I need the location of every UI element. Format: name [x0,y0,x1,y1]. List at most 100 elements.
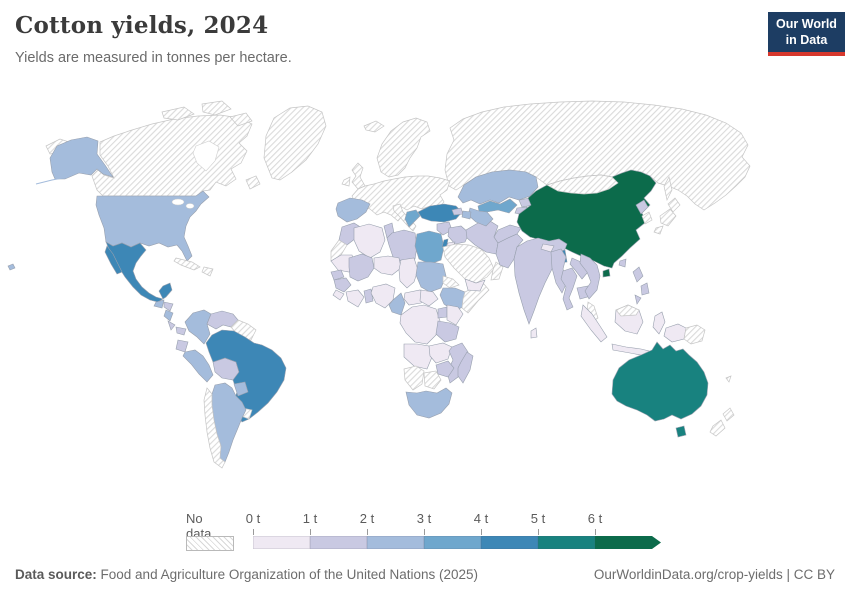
legend-tick-label: 2 t [359,511,375,526]
aleutian-islands[interactable] [35,176,69,185]
islands-hawaii[interactable] [7,263,16,271]
country-united-kingdom[interactable] [351,162,366,190]
country-south-sudan[interactable] [419,289,439,307]
country-canada[interactable] [91,114,253,197]
islands-fiji[interactable] [725,375,732,383]
country-dr-congo[interactable] [399,304,441,345]
country-australia[interactable] [611,341,709,422]
country-papua-new-guinea[interactable] [683,324,706,345]
country-russia[interactable] [444,100,751,211]
island-sakhalin[interactable] [663,176,673,202]
region-alaska[interactable] [49,136,114,180]
island-hainan[interactable] [602,268,611,278]
region-scandinavia[interactable] [376,117,431,178]
legend-no-data-swatch[interactable] [186,536,234,551]
country-azerbaijan[interactable] [461,210,472,220]
island-sumatra[interactable] [580,304,608,343]
country-chad[interactable] [398,257,419,289]
country-guatemala[interactable] [153,299,165,309]
region-ivory-coast-ghana[interactable] [345,289,365,308]
country-mozambique[interactable] [446,342,469,384]
country-zambia[interactable] [428,342,453,364]
owid-logo[interactable]: Our World in Data [768,12,845,57]
legend-bin-1–2 t[interactable] [310,536,367,549]
country-iraq[interactable] [447,225,470,245]
island-newfoundland[interactable] [245,175,261,190]
country-ecuador[interactable] [175,339,189,353]
legend-bin-6+ t[interactable] [595,536,661,549]
country-eritrea[interactable] [442,275,460,289]
country-madagascar[interactable] [457,351,474,384]
country-honduras[interactable] [163,301,174,312]
region-west-papua[interactable] [663,323,687,343]
island-sulawesi[interactable] [652,311,666,335]
country-oman[interactable] [490,261,504,281]
country-chile[interactable] [203,387,226,469]
country-cuba[interactable] [173,257,201,271]
country-paraguay[interactable] [233,381,249,397]
legend-bin-2–3 t[interactable] [367,536,424,549]
country-philippines[interactable] [632,266,644,283]
country-japan[interactable] [653,225,664,235]
country-botswana[interactable] [423,370,442,390]
country-peru[interactable] [182,349,214,383]
country-north-korea[interactable] [635,199,649,215]
country-niger[interactable] [373,255,402,276]
island-tasmania[interactable] [675,425,687,438]
region-sierra-leone-liberia[interactable] [332,289,345,301]
country-philippines[interactable] [640,282,650,296]
country-philippines[interactable] [634,294,642,305]
country-sri-lanka[interactable] [530,327,538,339]
island-hispaniola[interactable] [201,266,214,277]
country-kenya[interactable] [446,304,464,326]
legend-bin-5–6 t[interactable] [538,536,595,549]
country-panama[interactable] [175,326,187,336]
country-ireland[interactable] [341,176,351,187]
country-turkey[interactable] [417,203,463,223]
country-angola[interactable] [403,343,433,370]
country-south-korea[interactable] [641,211,653,225]
country-nicaragua[interactable] [163,309,174,322]
country-guinea[interactable] [333,277,352,293]
country-new-zealand[interactable] [722,407,735,422]
owid-url-license[interactable]: OurWorldinData.org/crop-yields | CC BY [593,567,835,582]
region-malaysian-borneo[interactable] [615,304,640,317]
legend-bin-0–1 t[interactable] [253,536,310,549]
country-greenland[interactable] [263,105,327,181]
country-mali[interactable] [348,253,375,282]
legend-bin-3–4 t[interactable] [424,536,481,549]
country-costa-rica[interactable] [167,320,176,331]
country-sudan[interactable] [415,261,447,293]
country-colombia[interactable] [184,309,212,345]
country-nigeria[interactable] [370,283,396,309]
country-zimbabwe[interactable] [435,360,455,378]
country-iceland[interactable] [363,120,385,133]
country-namibia[interactable] [403,365,425,391]
country-uganda[interactable] [437,306,448,319]
island-taiwan[interactable] [618,258,627,268]
country-new-zealand[interactable] [709,419,726,437]
arctic-islands[interactable] [201,100,232,116]
arctic-islands[interactable] [229,112,253,127]
country-greece[interactable] [404,209,421,228]
country-egypt[interactable] [414,230,445,265]
country-mexico[interactable] [105,241,173,303]
region-iberia-spain-portugal[interactable] [335,197,371,223]
country-thailand[interactable] [560,267,578,311]
country-algeria[interactable] [353,223,386,259]
country-japan[interactable] [667,197,681,213]
country-yemen[interactable] [464,278,486,292]
legend-bin-4–5 t[interactable] [481,536,538,549]
country-vietnam[interactable] [579,253,601,300]
country-saudi-arabia[interactable] [442,243,495,284]
country-japan[interactable] [659,208,677,227]
country-senegal[interactable] [330,269,345,281]
region-togo-benin[interactable] [363,288,374,304]
arctic-islands[interactable] [161,106,195,121]
country-tanzania[interactable] [435,320,460,343]
country-south-africa[interactable] [405,387,453,419]
region-baja-california[interactable] [104,245,123,275]
country-mongolia[interactable] [546,174,619,195]
